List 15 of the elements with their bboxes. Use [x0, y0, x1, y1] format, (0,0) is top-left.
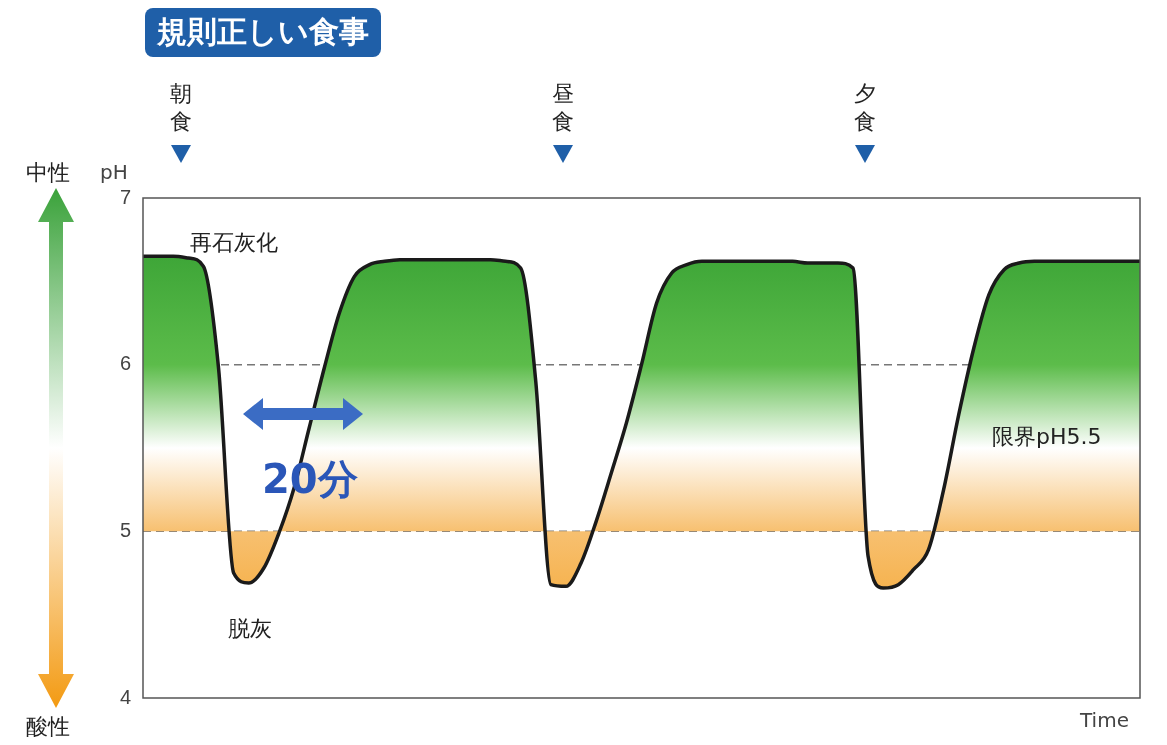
text: 中性 — [26, 159, 70, 187]
text: 朝食 — [170, 80, 193, 136]
y-tick-label: 5 — [119, 518, 131, 541]
y-axis-title: pH — [100, 160, 128, 184]
x-axis-title: Time — [1080, 708, 1129, 732]
chart-title: 規則正しい食事 — [145, 8, 381, 57]
y-tick-label: 6 — [119, 352, 131, 375]
y-tick-label: 4 — [119, 685, 131, 708]
text: 昼食 — [552, 80, 575, 136]
annotation: 限界pH5.5 — [992, 423, 1102, 451]
y-tick-label: 7 — [119, 185, 131, 208]
annotation: 再石灰化 — [190, 229, 278, 257]
text: 酸性 — [26, 713, 70, 741]
text: 夕食 — [854, 80, 877, 136]
annotation: 脱灰 — [228, 615, 272, 643]
